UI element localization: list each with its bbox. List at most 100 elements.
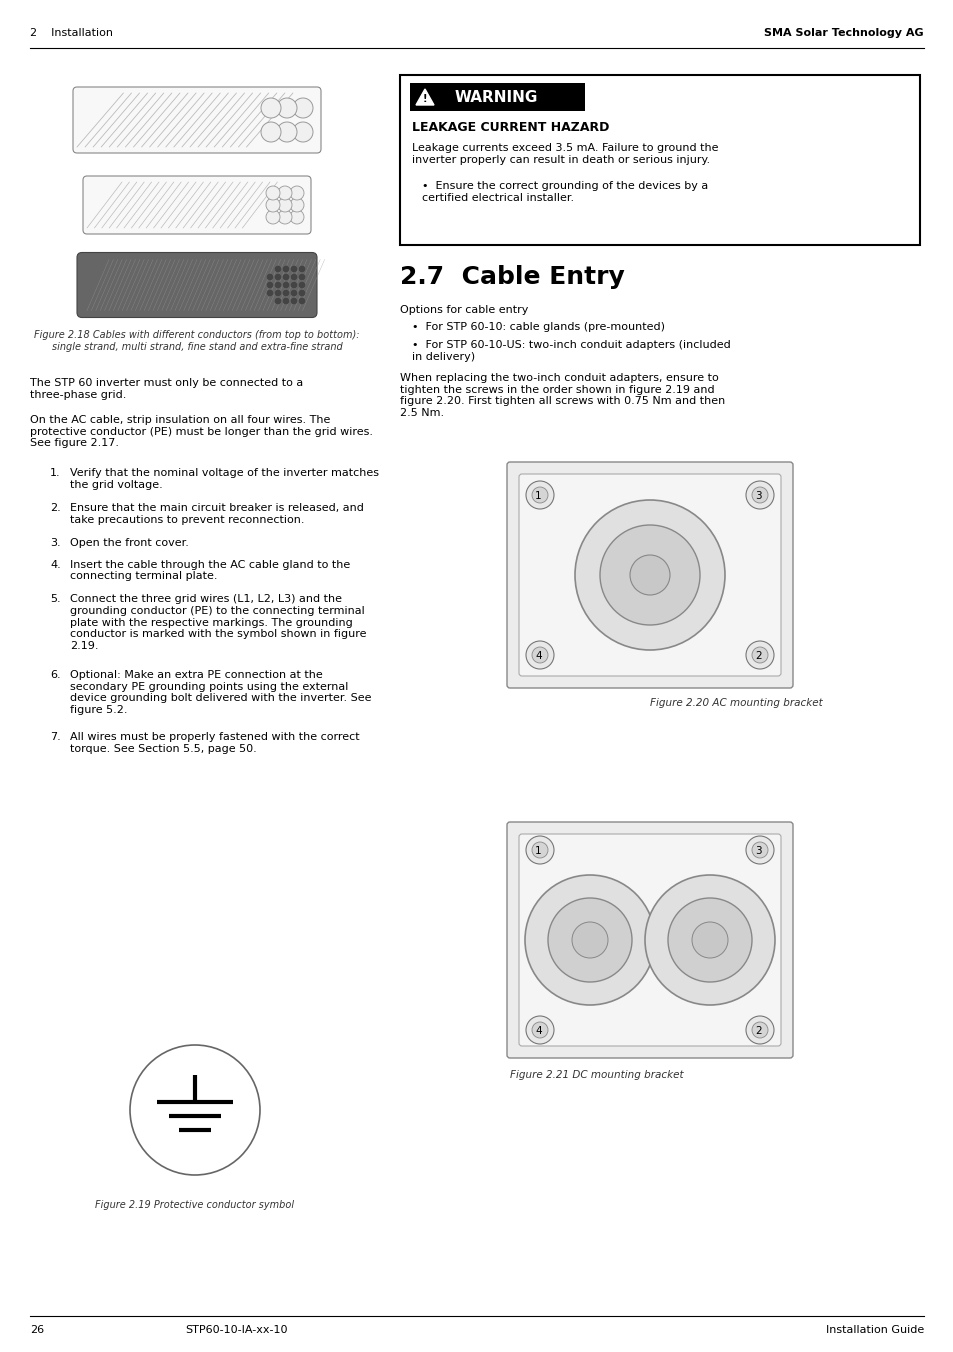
Circle shape [282, 289, 289, 296]
Text: 26: 26 [30, 1325, 44, 1334]
Text: 6.: 6. [50, 671, 61, 680]
FancyBboxPatch shape [518, 475, 781, 676]
Text: Open the front cover.: Open the front cover. [70, 538, 189, 548]
Text: 4: 4 [535, 1026, 541, 1036]
Circle shape [274, 297, 281, 304]
Circle shape [274, 281, 281, 288]
Circle shape [293, 122, 313, 142]
Text: 3: 3 [754, 846, 760, 856]
Text: Options for cable entry: Options for cable entry [399, 306, 528, 315]
Circle shape [276, 97, 296, 118]
Text: 2.: 2. [50, 503, 61, 512]
Circle shape [524, 875, 655, 1005]
Circle shape [282, 273, 289, 280]
Circle shape [291, 273, 297, 280]
Circle shape [575, 500, 724, 650]
Text: Figure 2.19 Protective conductor symbol: Figure 2.19 Protective conductor symbol [95, 1201, 294, 1210]
Circle shape [290, 210, 304, 224]
Text: SMA Solar Technology AG: SMA Solar Technology AG [763, 28, 923, 38]
Text: !: ! [422, 95, 427, 104]
Text: 2    Installation: 2 Installation [30, 28, 112, 38]
FancyBboxPatch shape [506, 462, 792, 688]
Circle shape [745, 641, 773, 669]
Text: Connect the three grid wires (L1, L2, L3) and the
grounding conductor (PE) to th: Connect the three grid wires (L1, L2, L3… [70, 595, 366, 650]
FancyBboxPatch shape [83, 176, 311, 234]
Bar [399, 74, 919, 245]
Circle shape [599, 525, 700, 625]
Text: Optional: Make an extra PE connection at the
secondary PE grounding points using: Optional: Make an extra PE connection at… [70, 671, 371, 715]
Circle shape [291, 289, 297, 296]
Circle shape [290, 197, 304, 212]
Text: •  Ensure the correct grounding of the devices by a
certified electrical install: • Ensure the correct grounding of the de… [421, 181, 707, 203]
Circle shape [266, 210, 280, 224]
Text: 5.: 5. [50, 595, 61, 604]
Text: Figure 2.20 AC mounting bracket: Figure 2.20 AC mounting bracket [649, 698, 821, 708]
Bar [410, 82, 584, 111]
FancyBboxPatch shape [77, 253, 316, 318]
Circle shape [525, 481, 554, 508]
Circle shape [532, 842, 547, 859]
Text: 1.: 1. [50, 468, 61, 479]
Circle shape [644, 875, 774, 1005]
Circle shape [290, 187, 304, 200]
Text: Installation Guide: Installation Guide [825, 1325, 923, 1334]
Text: 1: 1 [535, 846, 541, 856]
Text: •  For STP 60-10-US: two-inch conduit adapters (included
in delivery): • For STP 60-10-US: two-inch conduit ada… [412, 339, 730, 361]
Circle shape [266, 187, 280, 200]
Text: 3.: 3. [50, 538, 61, 548]
Circle shape [751, 648, 767, 662]
Circle shape [276, 122, 296, 142]
Circle shape [691, 922, 727, 959]
Circle shape [572, 922, 607, 959]
Circle shape [266, 273, 274, 280]
Circle shape [751, 487, 767, 503]
Circle shape [277, 197, 292, 212]
Circle shape [274, 289, 281, 296]
Circle shape [532, 487, 547, 503]
Circle shape [291, 265, 297, 273]
Text: All wires must be properly fastened with the correct
torque. See Section 5.5, pa: All wires must be properly fastened with… [70, 731, 359, 753]
Text: Verify that the nominal voltage of the inverter matches
the grid voltage.: Verify that the nominal voltage of the i… [70, 468, 378, 489]
Text: •  For STP 60-10: cable glands (pre-mounted): • For STP 60-10: cable glands (pre-mount… [412, 322, 664, 333]
Circle shape [274, 273, 281, 280]
FancyBboxPatch shape [518, 834, 781, 1046]
Text: 1: 1 [535, 491, 541, 502]
Circle shape [298, 289, 305, 296]
Circle shape [745, 481, 773, 508]
Circle shape [266, 281, 274, 288]
Circle shape [532, 1022, 547, 1038]
Text: Figure 2.21 DC mounting bracket: Figure 2.21 DC mounting bracket [510, 1069, 683, 1080]
Circle shape [629, 556, 669, 595]
Text: Leakage currents exceed 3.5 mA. Failure to ground the
inverter properly can resu: Leakage currents exceed 3.5 mA. Failure … [412, 143, 718, 165]
Text: 2: 2 [754, 652, 760, 661]
Circle shape [266, 289, 274, 296]
Circle shape [282, 265, 289, 273]
Text: 3: 3 [754, 491, 760, 502]
Circle shape [277, 187, 292, 200]
Circle shape [261, 122, 281, 142]
Circle shape [525, 1015, 554, 1044]
Text: STP60-10-IA-xx-10: STP60-10-IA-xx-10 [185, 1325, 287, 1334]
Text: Insert the cable through the AC cable gland to the
connecting terminal plate.: Insert the cable through the AC cable gl… [70, 560, 350, 581]
Text: WARNING: WARNING [455, 89, 537, 104]
Circle shape [547, 898, 631, 982]
Circle shape [291, 297, 297, 304]
Polygon shape [416, 89, 434, 105]
Circle shape [532, 648, 547, 662]
Circle shape [261, 97, 281, 118]
Circle shape [274, 265, 281, 273]
Circle shape [282, 281, 289, 288]
Circle shape [745, 836, 773, 864]
Text: The STP 60 inverter must only be connected to a
three-phase grid.: The STP 60 inverter must only be connect… [30, 379, 303, 400]
Text: 4: 4 [535, 652, 541, 661]
Circle shape [751, 842, 767, 859]
Circle shape [298, 297, 305, 304]
Circle shape [298, 281, 305, 288]
FancyBboxPatch shape [73, 87, 320, 153]
Circle shape [266, 197, 280, 212]
Circle shape [745, 1015, 773, 1044]
Circle shape [525, 836, 554, 864]
Circle shape [298, 273, 305, 280]
Circle shape [751, 1022, 767, 1038]
FancyBboxPatch shape [506, 822, 792, 1059]
